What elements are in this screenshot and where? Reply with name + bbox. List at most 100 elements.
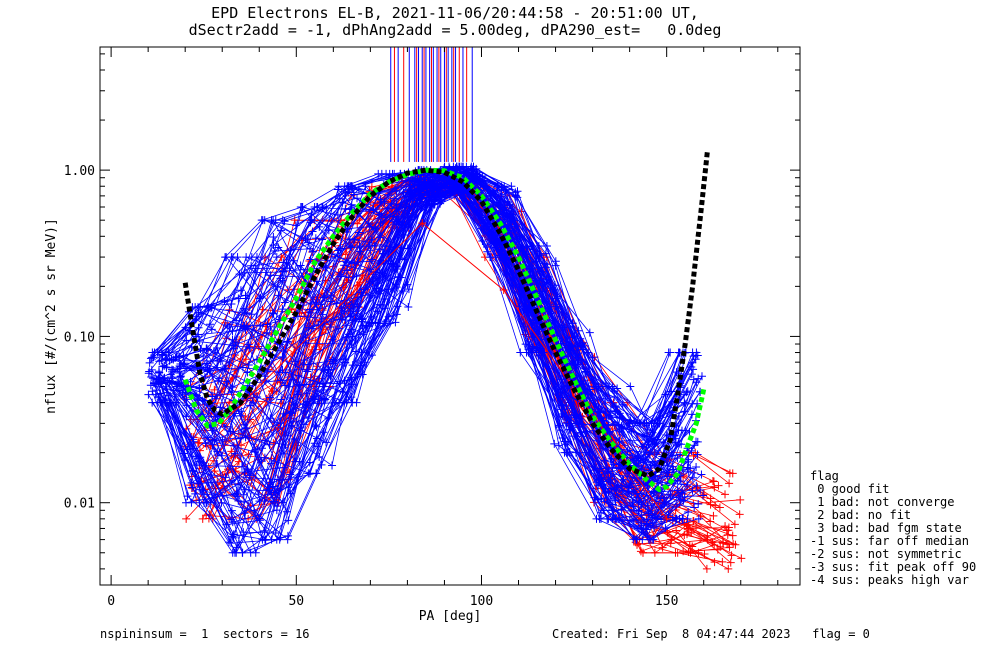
blue-data-marker (413, 182, 422, 191)
blue-data-marker (300, 356, 309, 365)
blue-data-marker (302, 380, 311, 389)
blue-data-marker (213, 343, 222, 352)
blue-data-marker (344, 273, 353, 282)
blue-data-marker (688, 399, 697, 408)
x-tick-label: 50 (288, 594, 304, 609)
blue-data-marker (574, 326, 583, 335)
blue-data-marker (272, 253, 281, 262)
blue-data-marker (152, 386, 161, 395)
blue-data-marker (220, 296, 229, 305)
blue-data-marker (395, 254, 404, 263)
blue-data-marker (251, 264, 260, 273)
blue-data-marker (317, 460, 326, 469)
blue-data-marker (600, 456, 609, 465)
blue-data-marker (189, 435, 198, 444)
blue-data-marker (594, 481, 603, 490)
blue-data-marker (627, 490, 636, 499)
red-data-marker (702, 564, 711, 573)
red-data-marker (706, 517, 715, 526)
blue-data-marker (604, 503, 613, 512)
blue-data-marker (607, 454, 616, 463)
blue-data-marker (348, 316, 357, 325)
blue-data-marker (680, 390, 689, 399)
red-data-marker (726, 558, 735, 567)
red-data-marker (694, 548, 703, 557)
blue-data-marker (195, 336, 204, 345)
blue-data-marker (562, 402, 571, 411)
red-spectrum-line (184, 180, 715, 499)
blue-data-marker (610, 393, 619, 402)
blue-data-marker (381, 213, 390, 222)
red-data-marker (194, 438, 203, 447)
blue-data-marker (498, 210, 507, 219)
blue-data-marker (303, 234, 312, 243)
blue-data-marker (201, 439, 210, 448)
blue-data-marker (266, 322, 275, 331)
blue-data-marker (296, 261, 305, 270)
blue-data-marker (284, 483, 293, 492)
blue-data-marker (570, 411, 579, 420)
blue-data-marker (543, 260, 552, 269)
blue-data-marker (629, 515, 638, 524)
red-data-marker (700, 550, 709, 559)
blue-data-marker (228, 518, 237, 527)
blue-data-marker (515, 283, 524, 292)
y-tick-label: 0.01 (64, 497, 95, 512)
black-fit-curve (182, 150, 710, 479)
blue-data-marker (608, 382, 617, 391)
blue-data-marker (229, 533, 238, 542)
y-tick-label: 0.10 (64, 330, 95, 345)
red-data-marker (227, 447, 236, 456)
blue-data-marker (639, 481, 648, 490)
x-axis-label: PA [deg] (419, 609, 482, 624)
blue-data-marker (694, 499, 703, 508)
blue-data-marker (233, 253, 242, 262)
blue-data-marker (192, 312, 201, 321)
red-data-marker (225, 398, 234, 407)
blue-data-marker (626, 382, 635, 391)
blue-data-marker (387, 199, 396, 208)
legend-item: 2 bad: no fit (810, 508, 912, 522)
blue-data-marker (381, 317, 390, 326)
blue-data-marker (227, 300, 236, 309)
blue-data-marker (306, 469, 315, 478)
red-data-marker (706, 500, 715, 509)
blue-data-marker (217, 498, 226, 507)
blue-data-marker (634, 506, 643, 515)
blue-data-marker (597, 514, 606, 523)
blue-data-marker (489, 201, 498, 210)
blue-data-marker (278, 305, 287, 314)
blue-data-marker (643, 426, 652, 435)
blue-data-marker (568, 333, 577, 342)
blue-data-marker (155, 357, 164, 366)
blue-data-marker (154, 368, 163, 377)
blue-data-marker (349, 190, 358, 199)
blue-data-marker (550, 439, 559, 448)
blue-data-marker (664, 511, 673, 520)
blue-data-marker (253, 445, 262, 454)
blue-data-marker (255, 514, 264, 523)
blue-data-marker (271, 216, 280, 225)
red-data-marker (721, 490, 730, 499)
blue-data-marker (472, 168, 481, 177)
blue-data-marker (334, 182, 343, 191)
red-data-marker (687, 528, 696, 537)
blue-data-marker (341, 316, 350, 325)
blue-data-marker (418, 201, 427, 210)
blue-data-marker (693, 450, 702, 459)
blue-data-marker (221, 473, 230, 482)
blue-data-marker (398, 287, 407, 296)
blue-data-marker (688, 348, 697, 357)
blue-data-marker (684, 467, 693, 476)
blue-data-marker (678, 489, 687, 498)
blue-data-marker (403, 244, 412, 253)
blue-data-marker (317, 399, 326, 408)
blue-data-marker (312, 434, 321, 443)
blue-data-marker (471, 173, 480, 182)
blue-data-marker (267, 490, 276, 499)
blue-data-marker (367, 235, 376, 244)
blue-data-marker (692, 481, 701, 490)
red-data-marker (724, 540, 733, 549)
blue-data-marker (148, 348, 157, 357)
